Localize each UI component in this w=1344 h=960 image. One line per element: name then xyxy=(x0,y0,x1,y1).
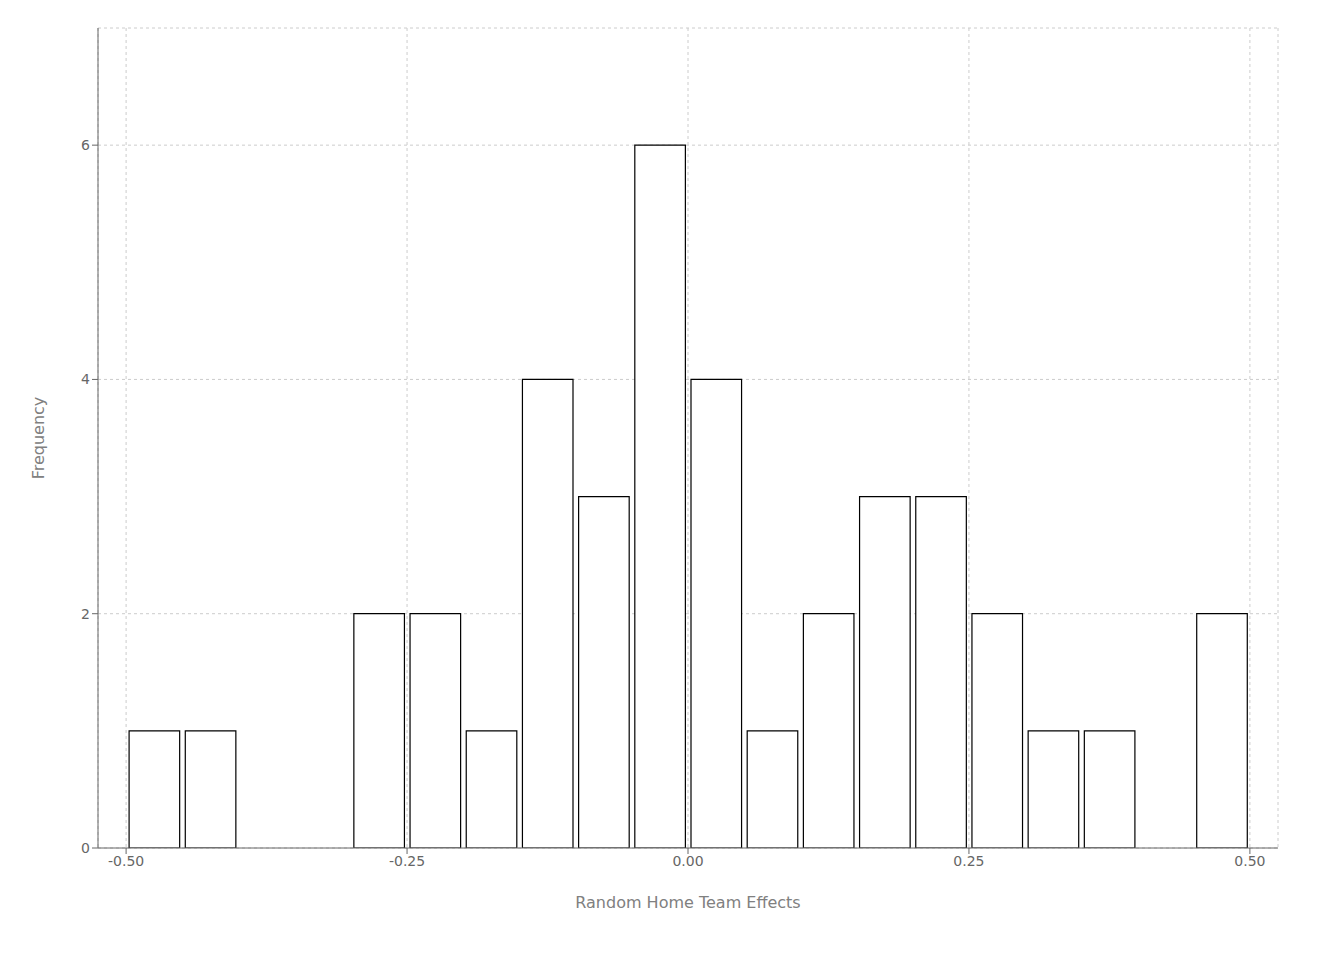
svg-text:0.50: 0.50 xyxy=(1234,853,1265,869)
svg-text:0.25: 0.25 xyxy=(953,853,984,869)
svg-text:Random Home Team Effects: Random Home Team Effects xyxy=(575,893,800,912)
svg-text:4: 4 xyxy=(81,371,90,387)
svg-text:0.00: 0.00 xyxy=(672,853,703,869)
svg-text:Frequency: Frequency xyxy=(29,397,48,480)
svg-text:0: 0 xyxy=(81,840,90,856)
svg-text:6: 6 xyxy=(81,137,90,153)
svg-text:-0.50: -0.50 xyxy=(108,853,144,869)
svg-text:-0.25: -0.25 xyxy=(389,853,425,869)
svg-text:2: 2 xyxy=(81,606,90,622)
